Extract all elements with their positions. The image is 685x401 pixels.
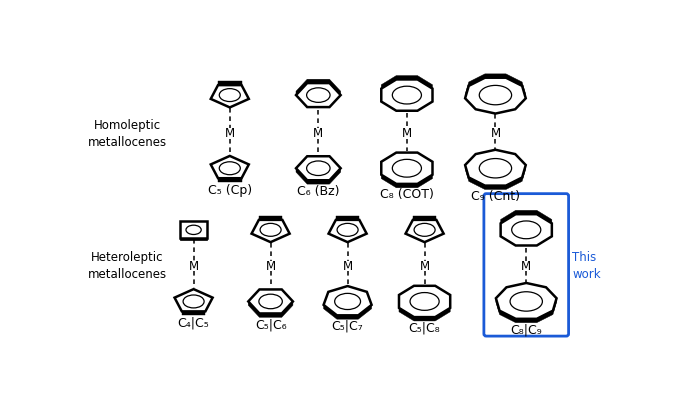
- Text: M: M: [342, 259, 353, 273]
- Text: M: M: [266, 259, 275, 273]
- Polygon shape: [296, 168, 340, 184]
- Text: M: M: [419, 259, 429, 273]
- Polygon shape: [465, 165, 526, 189]
- Text: C₅|C₆: C₅|C₆: [255, 318, 286, 331]
- Polygon shape: [259, 216, 282, 220]
- Text: Heteroleptic
metallocenes: Heteroleptic metallocenes: [88, 251, 167, 281]
- Polygon shape: [248, 302, 293, 317]
- Text: C₅|C₈: C₅|C₈: [409, 322, 440, 334]
- Text: C₆ (Bz): C₆ (Bz): [297, 185, 340, 198]
- Text: C₅|C₇: C₅|C₇: [332, 320, 364, 333]
- Polygon shape: [496, 298, 557, 323]
- Polygon shape: [182, 312, 206, 315]
- Polygon shape: [218, 81, 242, 85]
- Text: This
work: This work: [573, 251, 601, 281]
- Text: C₉ (Cnt): C₉ (Cnt): [471, 190, 520, 203]
- Text: M: M: [188, 259, 199, 273]
- Text: C₈|C₉: C₈|C₉: [510, 323, 542, 336]
- Text: C₈ (COT): C₈ (COT): [380, 188, 434, 201]
- Polygon shape: [465, 74, 526, 98]
- Text: M: M: [490, 127, 501, 140]
- Polygon shape: [323, 305, 372, 319]
- Polygon shape: [382, 175, 432, 188]
- Polygon shape: [336, 216, 360, 220]
- Text: M: M: [521, 259, 532, 273]
- Polygon shape: [296, 79, 340, 95]
- Polygon shape: [501, 211, 552, 223]
- Text: C₄|C₅: C₄|C₅: [177, 317, 210, 330]
- Polygon shape: [218, 178, 242, 182]
- Text: Homoleptic
metallocenes: Homoleptic metallocenes: [88, 119, 167, 149]
- Text: C₅ (Cp): C₅ (Cp): [208, 184, 252, 196]
- Polygon shape: [382, 76, 432, 89]
- Text: M: M: [313, 127, 323, 140]
- Text: M: M: [402, 127, 412, 140]
- Polygon shape: [179, 237, 208, 240]
- Text: M: M: [225, 127, 235, 140]
- Polygon shape: [413, 216, 436, 220]
- Polygon shape: [399, 308, 450, 321]
